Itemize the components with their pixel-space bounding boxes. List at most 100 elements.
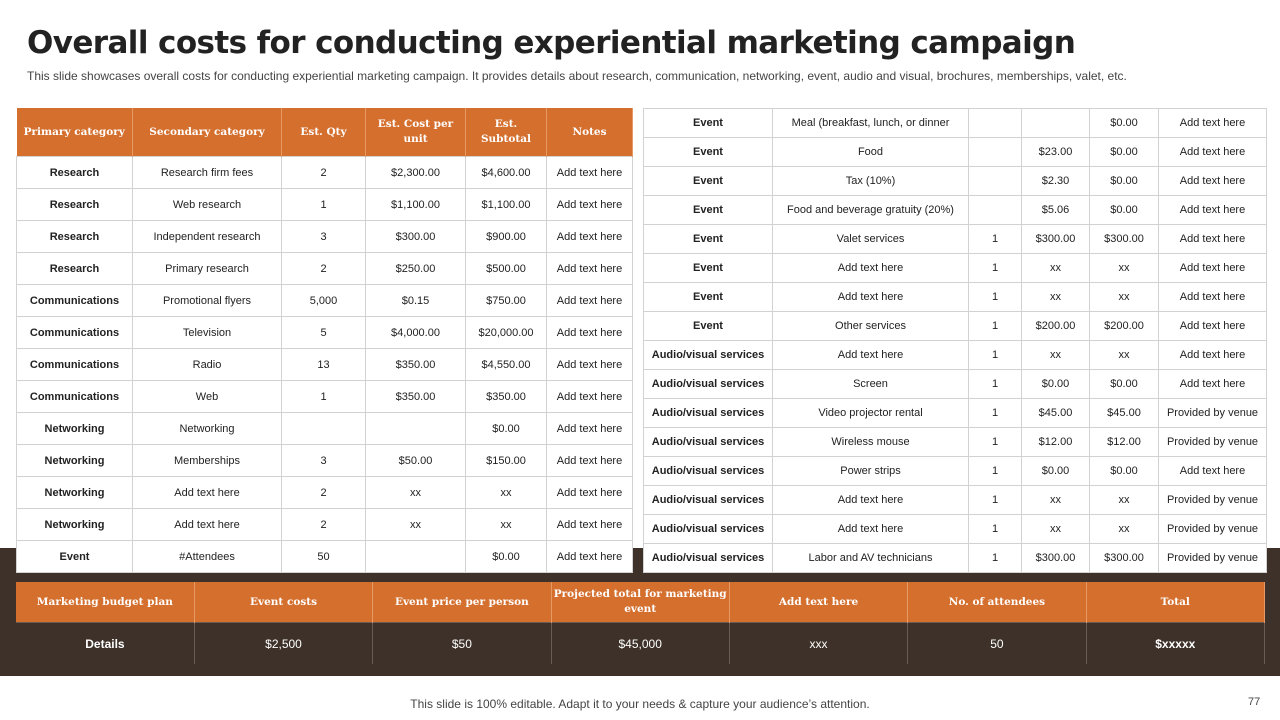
table-row: Research Independent research 3 $300.00 $900…	[16, 220, 633, 253]
table-cell: Add text here	[772, 282, 969, 312]
table-cell: xx	[1089, 253, 1159, 283]
table-cell: Research firm fees	[132, 156, 282, 189]
budget-summary-table: Marketing budget plan Event costs Event pr…	[16, 582, 1266, 664]
table-cell: Provided by venue	[1158, 485, 1267, 515]
table-cell: Add text here	[546, 508, 633, 541]
table-cell: $45.00	[1021, 398, 1090, 428]
table-row: Event Food and beverage gratuity (20%) $5.…	[643, 195, 1267, 225]
table-row: Event Other services 1 $200.00 $200.00 Add te…	[643, 311, 1267, 341]
table-cell: Food and beverage gratuity (20%)	[772, 195, 969, 225]
table-cell: 13	[281, 348, 366, 381]
table-cell: $350.00	[365, 348, 466, 381]
table-row: Communications Promotional flyers 5,000 $0.…	[16, 284, 633, 317]
table-cell: $300.00	[1089, 543, 1159, 573]
table-cell	[281, 412, 366, 445]
table-cell: Add text here	[1158, 137, 1267, 167]
table-cell: 3	[281, 220, 366, 253]
table-row: Audio/visual services Labor and AV techni…	[643, 543, 1267, 573]
table-cell: Add text here	[546, 220, 633, 253]
table-cell: Event	[643, 224, 773, 254]
table-cell: Meal (breakfast, lunch, or dinner	[772, 108, 969, 138]
table-cell: Power strips	[772, 456, 969, 486]
table-cell	[968, 108, 1022, 138]
table-cell: Television	[132, 316, 282, 349]
column-header: Est. Cost per unit	[365, 108, 466, 157]
table-cell: Web	[132, 380, 282, 413]
table-row: Audio/visual services Video projector ren…	[643, 398, 1267, 428]
table-cell: Primary research	[132, 252, 282, 285]
table-cell: xx	[1089, 340, 1159, 370]
table-cell: xx	[1089, 282, 1159, 312]
table-cell: $300.00	[1089, 224, 1159, 254]
table-cell: $20,000.00	[465, 316, 547, 349]
table-cell: Independent research	[132, 220, 282, 253]
table-cell: 1	[968, 456, 1022, 486]
column-header: Est. Subtotal	[465, 108, 547, 157]
table-cell: Add text here	[1158, 195, 1267, 225]
summary-cell: $45,000	[551, 622, 730, 664]
table-cell: Audio/visual services	[643, 340, 773, 370]
table-cell	[1021, 108, 1090, 138]
summary-cell: 50	[907, 622, 1087, 664]
table-cell: Web research	[132, 188, 282, 221]
cost-table-right: Event Meal (breakfast, lunch, or dinner $0…	[643, 108, 1267, 573]
table-cell: Food	[772, 137, 969, 167]
table-cell: Audio/visual services	[643, 398, 773, 428]
table-cell: $4,000.00	[365, 316, 466, 349]
table-row: Audio/visual services Add text here 1 xx xx P…	[643, 485, 1267, 515]
table-cell: Networking	[16, 444, 133, 477]
table-cell: xx	[365, 476, 466, 509]
table-cell	[968, 195, 1022, 225]
table-cell: Valet services	[772, 224, 969, 254]
table-row: Communications Television 5 $4,000.00 $20,00…	[16, 316, 633, 349]
table-cell: 1	[968, 398, 1022, 428]
table-row: Research Primary research 2 $250.00 $500.00 A…	[16, 252, 633, 285]
table-cell: 1	[968, 369, 1022, 399]
table-cell: 1	[968, 543, 1022, 573]
summary-cell: $50	[372, 622, 552, 664]
table-row: Event Add text here 1 xx xx Add text here	[643, 253, 1267, 283]
table-cell: 1	[968, 311, 1022, 341]
table-cell: Add text here	[546, 444, 633, 477]
summary-header-cell: Marketing budget plan	[16, 582, 195, 623]
table-cell: $300.00	[1021, 224, 1090, 254]
table-row: Audio/visual services Power strips 1 $0.00 $…	[643, 456, 1267, 486]
table-cell: Event	[643, 253, 773, 283]
table-cell: Research	[16, 220, 133, 253]
table-cell: 2	[281, 476, 366, 509]
table-cell: $45.00	[1089, 398, 1159, 428]
table-cell: Networking	[132, 412, 282, 445]
summary-header-cell: No. of attendees	[907, 582, 1087, 623]
table-cell: Add text here	[772, 253, 969, 283]
table-cell: 5,000	[281, 284, 366, 317]
table-cell: Event	[643, 108, 773, 138]
table-cell: Event	[643, 137, 773, 167]
table-cell: xx	[1021, 253, 1090, 283]
table-cell: Audio/visual services	[643, 427, 773, 457]
table-cell: $12.00	[1021, 427, 1090, 457]
table-cell: 1	[968, 514, 1022, 544]
table-cell: Add text here	[546, 540, 633, 573]
table-cell: Event	[643, 311, 773, 341]
table-cell: Research	[16, 156, 133, 189]
table-cell: $1,100.00	[365, 188, 466, 221]
table-cell: xx	[1021, 485, 1090, 515]
table-cell: Add text here	[772, 514, 969, 544]
column-header: Secondary category	[132, 108, 282, 157]
table-cell: $0.00	[1089, 137, 1159, 167]
table-cell: $5.06	[1021, 195, 1090, 225]
table-cell: Other services	[772, 311, 969, 341]
table-row: Event Valet services 1 $300.00 $300.00 Add te…	[643, 224, 1267, 254]
table-cell: Event	[643, 195, 773, 225]
table-cell: Communications	[16, 284, 133, 317]
table-cell: Provided by venue	[1158, 514, 1267, 544]
column-header: Est. Qty	[281, 108, 366, 157]
table-cell: Communications	[16, 380, 133, 413]
table-cell: $150.00	[465, 444, 547, 477]
table-row: Audio/visual services Wireless mouse 1 $12.…	[643, 427, 1267, 457]
footer-note: This slide is 100% editable. Adapt it to…	[410, 697, 870, 711]
table-cell: $50.00	[365, 444, 466, 477]
table-cell: Provided by venue	[1158, 427, 1267, 457]
table-cell: $0.00	[465, 412, 547, 445]
table-cell: 1	[281, 188, 366, 221]
